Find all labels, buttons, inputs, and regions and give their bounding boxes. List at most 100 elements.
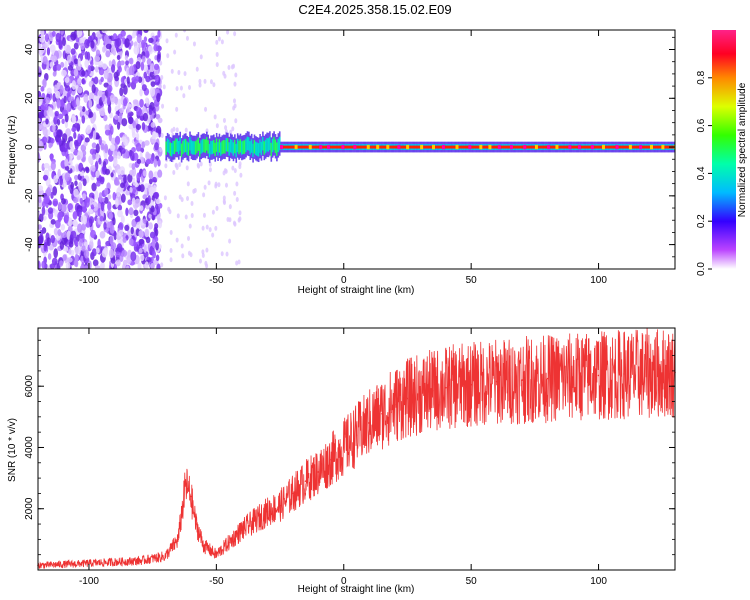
noise-cell bbox=[137, 262, 142, 269]
noise-cell bbox=[126, 254, 132, 265]
noise-cell bbox=[117, 98, 121, 109]
noise-cell bbox=[72, 210, 78, 220]
noise-cell bbox=[133, 241, 138, 248]
band-core-cell bbox=[264, 139, 267, 154]
noise-cell bbox=[77, 86, 83, 94]
band-core-cell bbox=[210, 140, 212, 155]
noise-cell bbox=[222, 117, 226, 123]
band-core-cell bbox=[245, 138, 247, 152]
peak-cell bbox=[488, 144, 492, 150]
noise-cell bbox=[233, 81, 237, 87]
band-core-cell bbox=[267, 138, 270, 152]
noise-cell bbox=[70, 230, 77, 239]
peak-cell bbox=[568, 144, 572, 150]
noise-cell bbox=[223, 168, 227, 174]
band-core-cell bbox=[193, 141, 196, 155]
noise-cell bbox=[65, 128, 72, 137]
noise-cell bbox=[67, 217, 73, 227]
noise-cell bbox=[42, 56, 48, 65]
noise-cell bbox=[61, 236, 67, 246]
noise-cell bbox=[100, 143, 105, 151]
snr-point bbox=[406, 397, 409, 400]
peak-cell bbox=[327, 144, 331, 150]
noise-cell bbox=[142, 64, 149, 72]
noise-cell bbox=[180, 243, 184, 249]
band-core-cell bbox=[252, 143, 254, 158]
noise-cell bbox=[74, 140, 79, 150]
noise-cell bbox=[144, 97, 149, 104]
band-core-cell bbox=[227, 138, 229, 152]
band-core-cell bbox=[249, 141, 252, 155]
noise-cell bbox=[144, 140, 150, 146]
noise-cell bbox=[141, 84, 147, 92]
peak-cell bbox=[509, 144, 513, 150]
spectrogram-y-ticks: -40 -20 0 20 40 bbox=[24, 36, 675, 270]
band-core-cell bbox=[250, 139, 253, 153]
noise-cell bbox=[182, 93, 186, 99]
noise-cell bbox=[176, 213, 180, 219]
noise-cell bbox=[78, 162, 84, 172]
noise-cell bbox=[45, 103, 49, 111]
noise-cell bbox=[125, 60, 129, 66]
noise-cell bbox=[81, 115, 86, 124]
noise-cell bbox=[148, 109, 153, 116]
noise-cell bbox=[183, 71, 187, 77]
noise-cell bbox=[172, 170, 176, 176]
snr-point bbox=[444, 386, 447, 389]
band-core-cell bbox=[260, 141, 263, 156]
peak-cell bbox=[534, 144, 538, 150]
noise-cell bbox=[166, 53, 170, 59]
noise-cell bbox=[81, 78, 85, 85]
noise-cell bbox=[125, 207, 129, 217]
noise-cell bbox=[199, 54, 203, 60]
noise-cell bbox=[207, 180, 211, 186]
noise-cell bbox=[115, 198, 119, 208]
noise-cell bbox=[153, 191, 160, 199]
noise-cell bbox=[145, 153, 152, 159]
snr-point bbox=[495, 380, 498, 383]
noise-cell bbox=[41, 136, 48, 144]
colorbar-tick-label: 0.6 bbox=[696, 118, 707, 132]
noise-cell bbox=[67, 65, 74, 71]
noise-cell bbox=[42, 127, 48, 137]
noise-cell bbox=[90, 59, 94, 67]
snr-point bbox=[228, 541, 230, 544]
noise-cell bbox=[225, 251, 229, 257]
snr-point bbox=[241, 529, 243, 531]
peak-cell bbox=[376, 144, 380, 150]
y-tick-label: 4000 bbox=[24, 436, 35, 459]
noise-cell bbox=[128, 66, 133, 76]
noise-cell bbox=[60, 61, 65, 68]
noise-cell bbox=[117, 209, 123, 218]
noise-cell bbox=[150, 138, 157, 144]
noise-cell bbox=[64, 113, 69, 123]
noise-cell bbox=[129, 151, 135, 161]
noise-cell bbox=[87, 64, 92, 75]
noise-cell bbox=[125, 190, 130, 196]
band-core-cell bbox=[253, 140, 256, 154]
noise-cell bbox=[41, 43, 46, 54]
noise-cell bbox=[130, 226, 134, 235]
band-core-cell bbox=[203, 138, 205, 153]
noise-cell bbox=[162, 84, 166, 90]
noise-cell bbox=[233, 103, 237, 109]
noise-cell bbox=[91, 142, 97, 149]
noise-cell bbox=[60, 224, 66, 231]
noise-cell bbox=[222, 195, 226, 201]
noise-cell bbox=[131, 197, 136, 206]
noise-cell bbox=[51, 30, 56, 37]
noise-cell bbox=[74, 180, 78, 187]
noise-cell bbox=[195, 66, 199, 72]
noise-cell bbox=[174, 32, 178, 38]
noise-cell bbox=[235, 196, 239, 202]
noise-cell bbox=[169, 248, 173, 254]
band-core-cell bbox=[248, 137, 250, 151]
noise-cell bbox=[181, 253, 185, 259]
band-core-cell bbox=[262, 137, 264, 151]
noise-cell bbox=[234, 72, 238, 78]
noise-cell bbox=[117, 168, 121, 176]
noise-cell bbox=[184, 214, 188, 220]
peak-cell bbox=[294, 144, 298, 150]
peak-cell bbox=[479, 144, 483, 150]
noise-cell bbox=[94, 55, 101, 63]
